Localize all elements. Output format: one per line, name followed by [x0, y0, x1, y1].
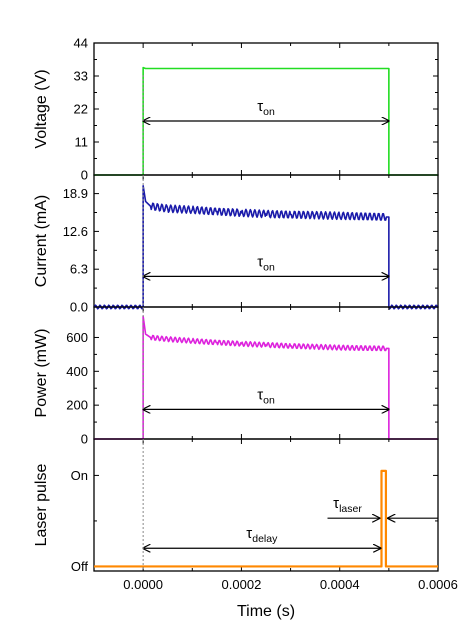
y-tick-label: 12.6 — [63, 224, 88, 239]
y-tick-label: 11 — [75, 135, 89, 150]
series-line-4 — [94, 469, 438, 568]
panels: 0 11 22 33 44 Voltage (V) τon 0.0 6.3 12.6 18.9 Cur… — [33, 36, 439, 574]
panel-1: 0 11 22 33 44 Voltage (V) τon — [33, 36, 439, 183]
y-tick-label: 200 — [66, 398, 88, 413]
laser-width-label: τlaser — [333, 495, 362, 515]
y-axis-title: Current (mA) — [33, 195, 50, 287]
y-tick-label: 18.9 — [63, 186, 88, 201]
y-tick-label: 33 — [74, 69, 88, 84]
duration-label: τon — [257, 253, 275, 273]
y-axis-title: Voltage (V) — [33, 69, 50, 148]
y-tick-label: 400 — [66, 364, 88, 379]
panel-4: Off On Laser pulse τdelay τlaser — [33, 438, 439, 574]
duration-label: τon — [257, 386, 275, 406]
x-tick-label: 0.0006 — [418, 577, 458, 592]
series-line-1 — [94, 66, 438, 176]
y-tick-label: 0 — [81, 168, 88, 183]
y-axis-title: Power (mW) — [33, 329, 50, 418]
y-tick-label: 0 — [81, 432, 88, 447]
x-axis: 0.0000 0.0002 0.0004 0.0006 — [123, 577, 458, 592]
duration-label: τon — [257, 98, 275, 118]
x-tick-label: 0.0002 — [222, 577, 262, 592]
y-tick-label: 600 — [66, 330, 88, 345]
y-tick-label: 22 — [74, 102, 88, 117]
panel-2: 0.0 6.3 12.6 18.9 Current (mA) τon — [33, 174, 439, 315]
panel-frame — [93, 306, 439, 440]
x-tick-label: 0.0000 — [123, 577, 163, 592]
panel-frame — [93, 438, 439, 572]
y-tick-label: Off — [71, 559, 88, 574]
series-line-2 — [94, 185, 438, 310]
y-tick-label: On — [71, 468, 88, 483]
y-axis-title: Laser pulse — [33, 464, 50, 547]
y-tick-label: 44 — [74, 36, 88, 51]
duration-label: τdelay — [246, 525, 278, 545]
x-tick-label: 0.0004 — [320, 577, 360, 592]
y-tick-label: 0.0 — [70, 300, 88, 315]
y-tick-label: 6.3 — [70, 262, 88, 277]
x-axis-title: Time (s) — [237, 603, 295, 620]
series-line-3 — [94, 315, 438, 440]
panel-3: 0 200 400 600 Power (mW) τon — [33, 306, 439, 447]
panel-frame — [93, 174, 439, 308]
